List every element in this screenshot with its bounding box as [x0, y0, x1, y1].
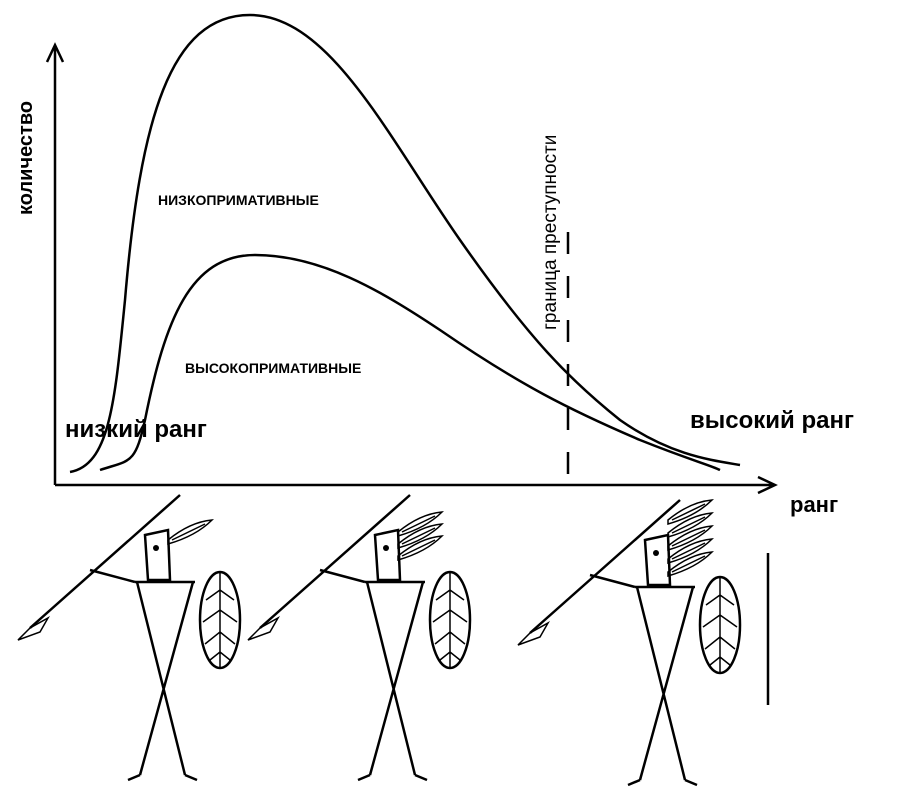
y-axis: [45, 42, 65, 485]
curve-high: [99, 253, 721, 472]
boundary-label: граница преступности: [540, 135, 561, 330]
y-axis-label: количество: [15, 101, 37, 215]
curve-label: НИЗКОПРИМАТИВНЫЕ: [158, 192, 319, 208]
rank-label-low: низкий ранг: [65, 416, 207, 443]
warrior-2: [246, 493, 472, 782]
x-axis: [55, 475, 778, 495]
warrior-1: [16, 493, 242, 782]
x-axis-label: ранг: [790, 492, 838, 517]
curve-label: ВЫСОКОПРИМАТИВНЫЕ: [185, 360, 361, 376]
curve-low: [69, 13, 741, 474]
warrior-3: [516, 498, 770, 787]
rank-label-high: высокий ранг: [690, 407, 854, 434]
